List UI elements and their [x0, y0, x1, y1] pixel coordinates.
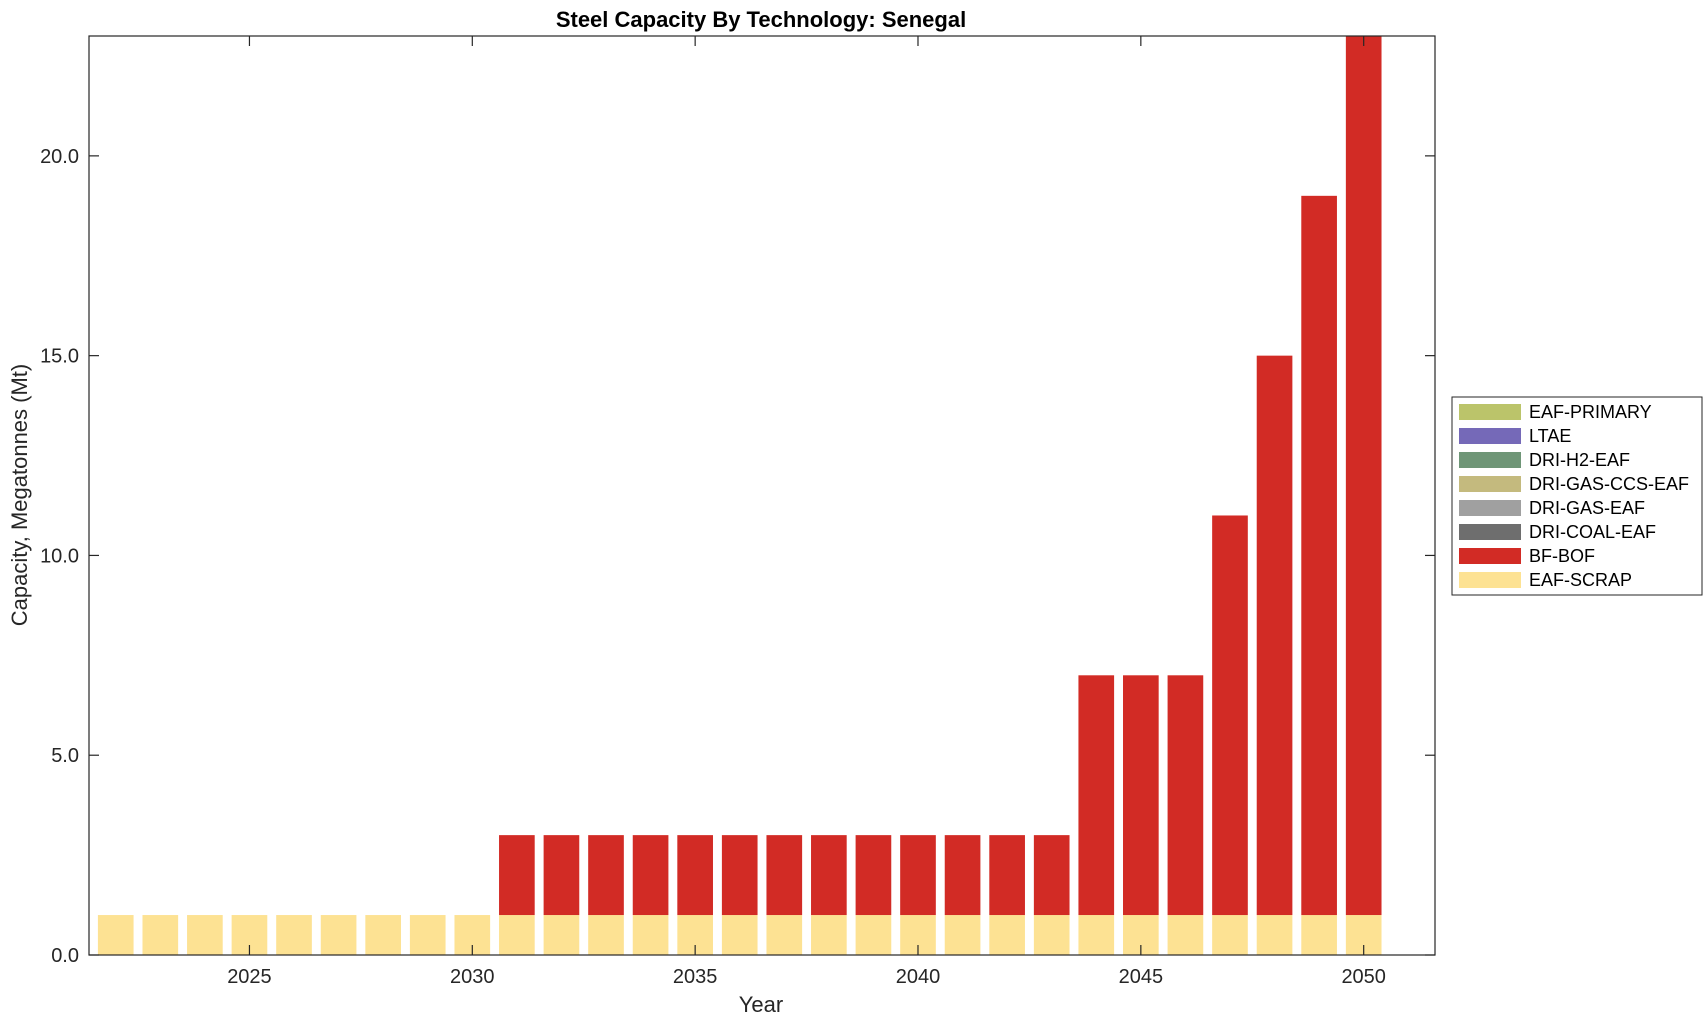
bar-bf-bof-2049 — [1301, 195, 1337, 916]
x-tick-label-2040: 2040 — [896, 966, 941, 988]
bar-bf-bof-2034 — [632, 835, 669, 916]
bar-eaf-scrap-2023 — [142, 915, 179, 955]
legend-label-dri-coal-eaf: DRI-COAL-EAF — [1529, 522, 1656, 542]
y-tick-label-0: 0.0 — [51, 945, 79, 967]
bar-eaf-scrap-2026 — [276, 915, 312, 955]
bar-eaf-scrap-2024 — [187, 915, 223, 955]
bar-eaf-scrap-2032 — [543, 915, 580, 955]
bar-bf-bof-2044 — [1078, 675, 1115, 916]
legend-label-dri-h2-eaf: DRI-H2-EAF — [1529, 450, 1630, 470]
bar-bf-bof-2046 — [1167, 675, 1204, 916]
bar-eaf-scrap-2046 — [1167, 915, 1204, 955]
bar-eaf-scrap-2044 — [1078, 915, 1115, 955]
y-tick-label-5: 5.0 — [51, 745, 79, 767]
bar-eaf-scrap-2043 — [1033, 915, 1070, 955]
legend-swatch-bf-bof — [1459, 548, 1521, 564]
legend-swatch-ltae — [1459, 428, 1521, 444]
bars-group — [97, 36, 1382, 955]
y-axis: 0.0 5.0 10.0 15.0 20.0 — [40, 146, 1435, 967]
bar-eaf-scrap-2028 — [365, 915, 401, 955]
bar-eaf-scrap-2029 — [409, 915, 446, 955]
y-axis-label: Capacity, Megatonnes (Mt) — [7, 364, 32, 626]
bar-bf-bof-2042 — [989, 835, 1025, 916]
bar-eaf-scrap-2049 — [1301, 915, 1337, 955]
bar-eaf-scrap-2047 — [1212, 915, 1248, 955]
plot-frame — [88, 35, 1436, 956]
bar-eaf-scrap-2038 — [811, 915, 847, 955]
bar-eaf-scrap-2036 — [721, 915, 758, 955]
bar-bf-bof-2041 — [944, 835, 981, 916]
bar-bf-bof-2031 — [499, 835, 535, 916]
bar-eaf-scrap-2022 — [97, 915, 134, 955]
x-tick-label-2030: 2030 — [450, 966, 495, 988]
chart-title: Steel Capacity By Technology: Senegal — [556, 7, 966, 32]
bar-bf-bof-2032 — [543, 835, 580, 916]
legend-label-bf-bof: BF-BOF — [1529, 546, 1595, 566]
x-axis-label: Year — [739, 992, 783, 1017]
x-tick-label-2045: 2045 — [1119, 966, 1164, 988]
legend-label-dri-gas-ccs-eaf: DRI-GAS-CCS-EAF — [1529, 474, 1689, 494]
bar-bf-bof-2038 — [811, 835, 847, 916]
legend-swatch-dri-gas-eaf — [1459, 500, 1521, 516]
legend-label-eaf-scrap: EAF-SCRAP — [1529, 570, 1632, 590]
bar-eaf-scrap-2027 — [320, 915, 357, 955]
bar-eaf-scrap-2039 — [855, 915, 892, 955]
x-tick-label-2025: 2025 — [227, 966, 272, 988]
legend-swatch-eaf-scrap — [1459, 572, 1521, 588]
legend-label-ltae: LTAE — [1529, 426, 1571, 446]
bar-eaf-scrap-2037 — [766, 915, 803, 955]
bar-bf-bof-2035 — [677, 835, 713, 916]
x-axis: 2025 2030 2035 2040 2045 2050 — [227, 36, 1386, 988]
bar-bf-bof-2045 — [1123, 675, 1159, 916]
bar-eaf-scrap-2034 — [632, 915, 669, 955]
y-tick-label-10: 10.0 — [40, 545, 79, 567]
y-tick-label-20: 20.0 — [40, 146, 79, 168]
y-tick-label-15: 15.0 — [40, 346, 79, 368]
bar-eaf-scrap-2031 — [499, 915, 535, 955]
bar-eaf-scrap-2042 — [989, 915, 1025, 955]
bar-bf-bof-2033 — [588, 835, 624, 916]
legend-label-eaf-primary: EAF-PRIMARY — [1529, 402, 1652, 422]
legend-swatch-dri-coal-eaf — [1459, 524, 1521, 540]
bar-bf-bof-2048 — [1256, 355, 1293, 916]
legend-swatch-dri-h2-eaf — [1459, 452, 1521, 468]
x-tick-label-2035: 2035 — [673, 966, 718, 988]
bar-eaf-scrap-2033 — [588, 915, 624, 955]
legend-label-dri-gas-eaf: DRI-GAS-EAF — [1529, 498, 1645, 518]
bar-bf-bof-2039 — [855, 835, 892, 916]
bar-bf-bof-2037 — [766, 835, 803, 916]
bar-bf-bof-2040 — [900, 835, 936, 916]
bar-eaf-scrap-2041 — [944, 915, 981, 955]
legend: EAF-PRIMARY LTAE DRI-H2-EAF DRI-GAS-CCS-EAF… — [1451, 396, 1703, 596]
bar-bf-bof-2043 — [1033, 835, 1070, 916]
legend-swatch-eaf-primary — [1459, 404, 1521, 420]
legend-swatch-dri-gas-ccs-eaf — [1459, 476, 1521, 492]
bar-bf-bof-2036 — [721, 835, 758, 916]
bar-bf-bof-2050 — [1345, 36, 1382, 916]
bar-bf-bof-2047 — [1212, 515, 1248, 916]
bar-eaf-scrap-2048 — [1256, 915, 1293, 955]
x-tick-label-2050: 2050 — [1341, 966, 1386, 988]
